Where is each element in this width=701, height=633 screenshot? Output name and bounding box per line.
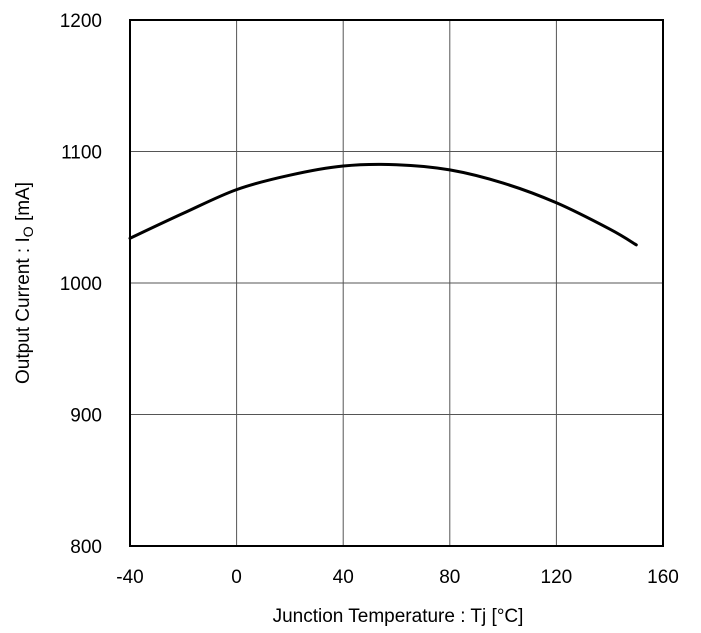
x-tick-label: 120 — [541, 567, 573, 588]
series-line — [128, 162, 638, 247]
x-tick-label: 40 — [333, 567, 354, 588]
x-tick-labels: -40 0 40 80 120 160 — [116, 567, 679, 588]
y-axis-title-subscript: O — [20, 226, 36, 237]
y-tick-label: 1000 — [60, 274, 102, 295]
y-axis-title-main: Output Current : I — [13, 237, 34, 384]
y-tick-labels: 800 900 1000 1100 1200 — [60, 11, 102, 558]
y-tick-label: 1100 — [61, 143, 102, 164]
plot-frame — [129, 19, 664, 547]
y-tick-label: 900 — [70, 406, 102, 427]
y-tick-label: 800 — [70, 537, 102, 558]
x-tick-label: -40 — [116, 567, 143, 588]
x-tick-label: 160 — [647, 567, 679, 588]
grid — [129, 19, 664, 547]
y-tick-label: 1200 — [60, 11, 102, 32]
y-axis-title-unit: [mA] — [13, 182, 34, 226]
x-tick-label: 0 — [231, 567, 242, 588]
x-tick-label: 80 — [439, 567, 460, 588]
x-axis-title: Junction Temperature : Tj [°C] — [273, 606, 524, 627]
y-axis-title: Output Current : IO [mA] — [13, 182, 36, 384]
